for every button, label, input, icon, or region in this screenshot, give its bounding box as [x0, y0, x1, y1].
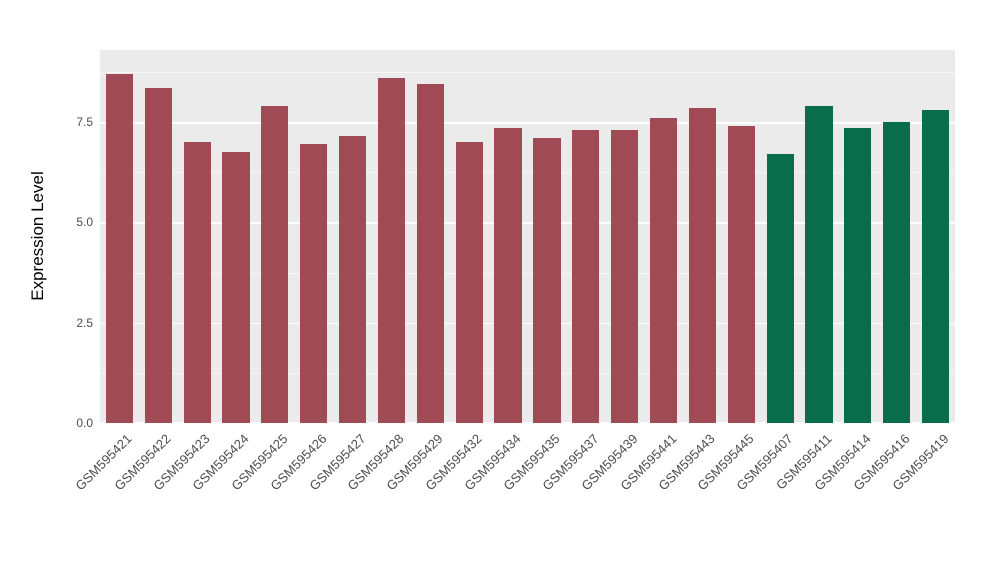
bar-GSM595414 [844, 128, 872, 423]
gridline-minor [100, 172, 955, 174]
bar-GSM595424 [222, 152, 250, 423]
bar-GSM595432 [455, 142, 483, 423]
bar-GSM595428 [377, 78, 406, 423]
gridline-major [100, 122, 955, 124]
bar-GSM595411 [805, 106, 833, 423]
y-axis-title: Expression Level [28, 171, 47, 301]
y-tick-label: 0.0 [76, 416, 93, 430]
gridline-major [100, 421, 955, 423]
bar-GSM595407 [766, 154, 794, 423]
bar-GSM595441 [649, 118, 678, 423]
bar-GSM595445 [727, 126, 755, 423]
y-tick-label: 5.0 [76, 215, 93, 230]
bar-GSM595429 [416, 84, 444, 423]
plot-panel [100, 50, 955, 423]
gridline-major [100, 322, 955, 325]
bar-GSM595422 [144, 88, 172, 423]
gridline-minor [100, 72, 955, 74]
bar-GSM595439 [611, 130, 639, 423]
y-tick-label: 2.5 [76, 315, 93, 330]
bar-GSM595426 [300, 144, 328, 423]
gridline-minor [100, 372, 955, 374]
y-tick-label: 7.5 [76, 115, 93, 130]
bar-GSM595419 [921, 110, 950, 423]
bar-GSM595425 [261, 106, 289, 423]
bar-GSM595434 [494, 128, 522, 423]
bar-GSM595427 [339, 136, 367, 423]
gridline-major [100, 222, 955, 224]
bar-GSM595421 [105, 74, 134, 423]
bar-GSM595437 [572, 130, 600, 423]
bar-GSM595435 [533, 138, 561, 423]
bar-GSM595416 [883, 122, 911, 423]
bar-GSM595443 [688, 108, 716, 423]
bar-GSM595423 [183, 142, 211, 423]
gridline-minor [100, 272, 955, 274]
